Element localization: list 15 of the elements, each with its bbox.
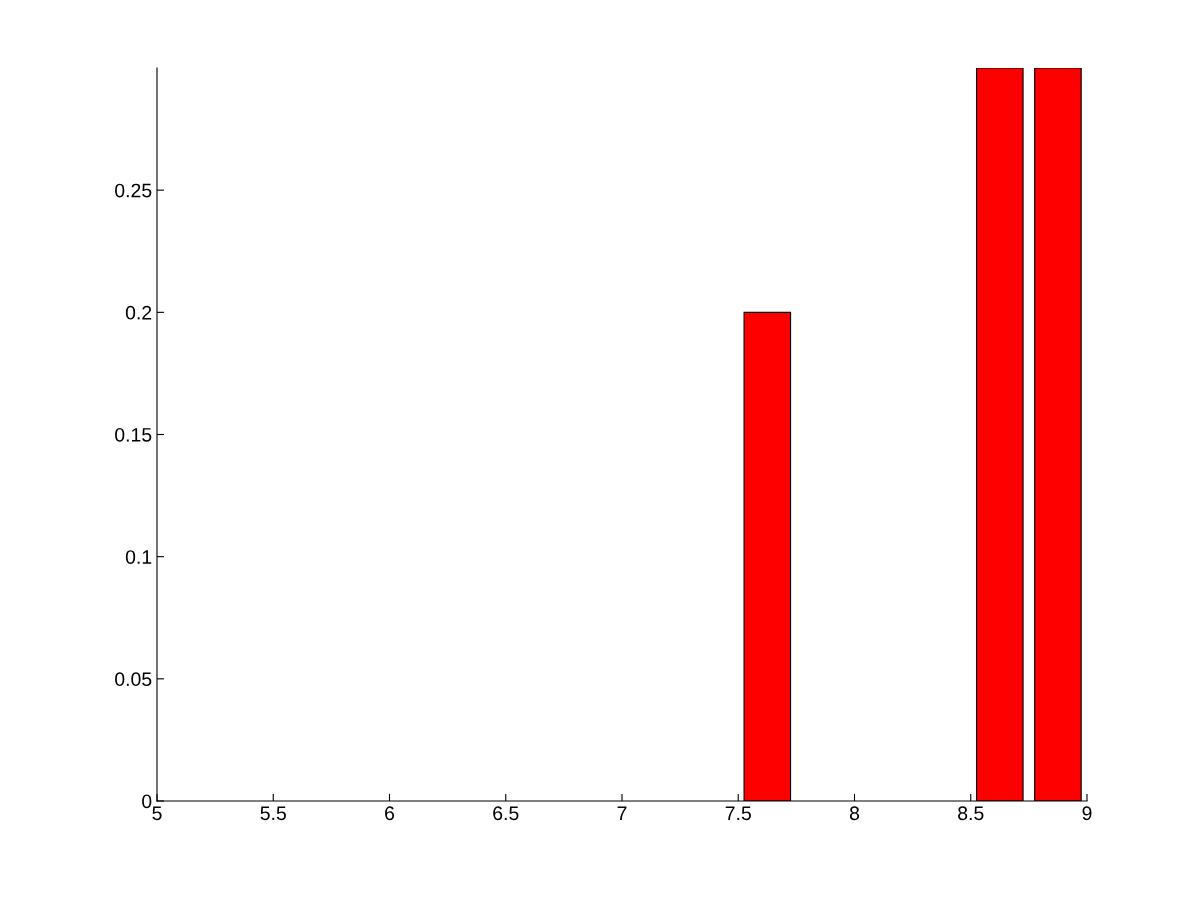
x-tick-label: 9 bbox=[1082, 806, 1092, 821]
x-tick-label: 7 bbox=[617, 806, 627, 820]
y-tick-label: 0.05 bbox=[115, 672, 152, 687]
x-tick-label: 6.5 bbox=[493, 806, 519, 821]
x-tick-label: 8 bbox=[849, 806, 860, 821]
x-tick-label: 7.5 bbox=[725, 806, 751, 821]
y-tick-label: 0.15 bbox=[115, 427, 152, 442]
y-tick-label: 0.25 bbox=[115, 183, 152, 198]
y-tick-label: 0.2 bbox=[125, 305, 152, 320]
x-tick-label: 5.5 bbox=[260, 806, 286, 821]
x-tick-label: 8.5 bbox=[958, 806, 984, 821]
y-tick-label: 0 bbox=[142, 794, 152, 809]
x-tick-label: 5 bbox=[152, 806, 162, 821]
y-tick-label: 0.1 bbox=[125, 550, 152, 564]
x-tick-label: 6 bbox=[385, 806, 395, 821]
